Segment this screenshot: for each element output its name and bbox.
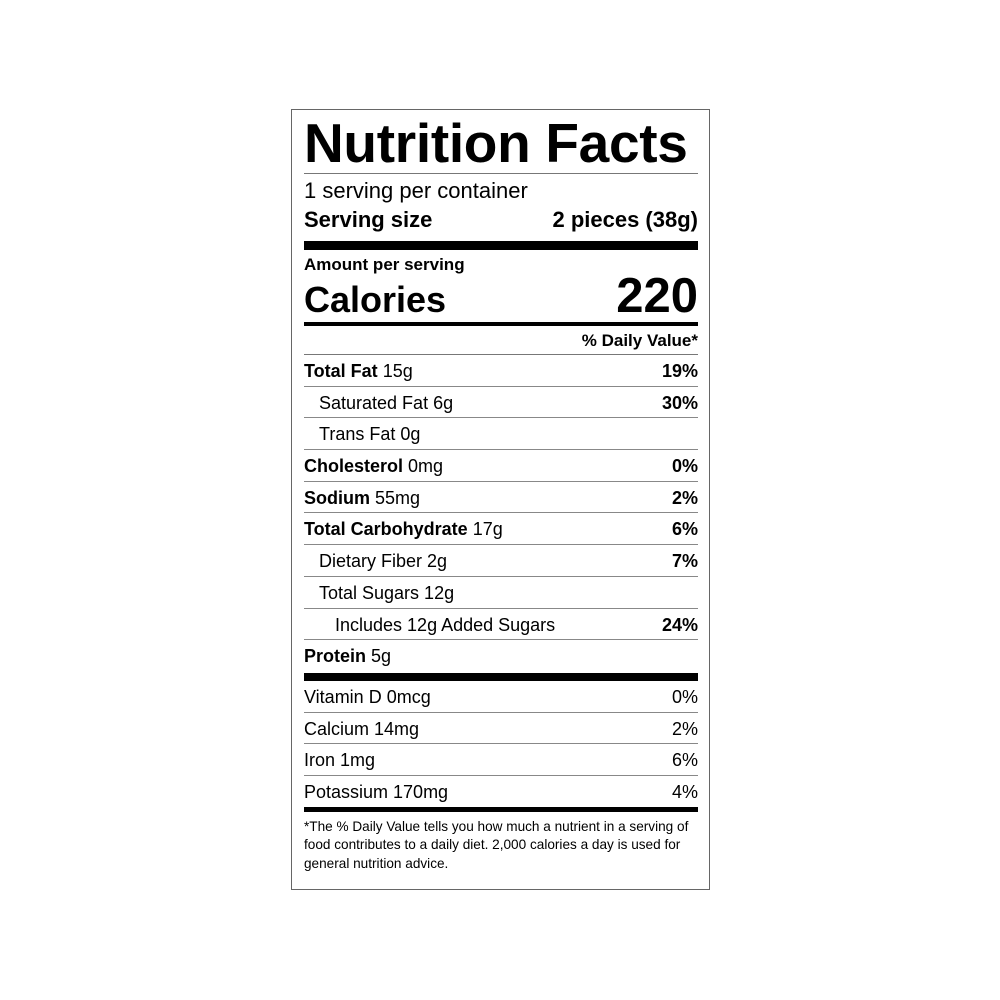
vitamin-dv: 4% — [671, 781, 698, 802]
nutrient-row-added-sugars: Includes 12g Added Sugars 24% — [304, 609, 698, 641]
nutrient-amount: 17g — [472, 519, 503, 540]
nutrient-dv: 19% — [661, 361, 698, 381]
calories-value: 220 — [616, 269, 698, 323]
nutrient-row-saturated-fat: Saturated Fat 6g 30% — [304, 387, 698, 419]
nutrient-name: Sodium — [304, 487, 370, 508]
nutrient-dv: 2% — [671, 487, 698, 508]
nutrient-dv: 24% — [661, 614, 698, 635]
vitamin-dv: 6% — [671, 750, 698, 771]
nutrient-row-trans-fat: Trans Fat 0g — [304, 418, 698, 451]
nutrient-name: Includes 12g Added Sugars — [335, 614, 556, 635]
nutrient-row-cholesterol: Cholesterol 0mg 0% — [304, 450, 698, 482]
medium-divider — [304, 806, 698, 812]
calories-label: Calories — [304, 279, 447, 320]
servings-per-container: 1 serving per container — [304, 178, 528, 203]
vitamin-dv: 2% — [671, 718, 698, 739]
vitamin-name: Potassium 170mg — [304, 781, 449, 802]
vitamin-name: Iron 1mg — [304, 750, 376, 771]
nutrient-name: Dietary Fiber 2g — [319, 551, 448, 572]
vitamin-name: Vitamin D 0mcg — [304, 686, 431, 707]
vitamin-row-vitamin-d: Vitamin D 0mcg 0% — [304, 681, 698, 713]
serving-size-value: 2 pieces (38g) — [552, 207, 698, 232]
daily-value-header: % Daily Value* — [304, 326, 698, 355]
vitamin-row-calcium: Calcium 14mg 2% — [304, 713, 698, 745]
nutrient-amount: 5g — [371, 646, 392, 667]
nutrient-row-total-sugars: Total Sugars 12g — [304, 577, 698, 609]
calories-row: Calories 220 — [304, 269, 698, 323]
nutrient-row-total-fat: Total Fat 15g 19% — [304, 355, 698, 387]
nutrient-row-dietary-fiber: Dietary Fiber 2g 7% — [304, 545, 698, 577]
nutrient-dv: 0% — [671, 456, 698, 477]
nutrient-dv: 30% — [661, 392, 698, 413]
nutrient-amount: 0mg — [408, 456, 444, 477]
nutrient-name: Cholesterol — [304, 456, 404, 477]
footnote: *The % Daily Value tells you how much a … — [304, 818, 689, 871]
nutrient-name: Total Fat — [304, 361, 378, 381]
amount-per-serving: Amount per serving — [304, 255, 465, 274]
nutrient-amount: 55mg — [375, 487, 421, 508]
medium-divider — [304, 322, 698, 326]
nutrient-row-protein: Protein 5g — [304, 640, 698, 671]
nutrient-name: Total Sugars 12g — [319, 582, 455, 603]
nutrient-dv: 6% — [671, 519, 698, 540]
nutrition-facts-label: Nutrition Facts 1 serving per container … — [291, 109, 710, 890]
serving-size-label: Serving size — [304, 207, 433, 232]
nutrient-row-total-carbohydrate: Total Carbohydrate 17g 6% — [304, 513, 698, 546]
label-title: Nutrition Facts — [304, 112, 688, 174]
nutrient-name: Trans Fat 0g — [319, 424, 421, 445]
thick-divider — [304, 672, 698, 681]
vitamin-row-potassium: Potassium 170mg 4% — [304, 776, 698, 807]
nutrient-amount: 15g — [382, 361, 413, 381]
nutrient-row-sodium: Sodium 55mg 2% — [304, 482, 698, 514]
vitamin-dv: 0% — [671, 686, 698, 707]
nutrient-name: Total Carbohydrate — [304, 519, 468, 540]
nutrient-dv: 7% — [671, 551, 698, 572]
divider — [304, 173, 698, 174]
vitamin-row-iron: Iron 1mg 6% — [304, 744, 698, 776]
serving-size-row: Serving size 2 pieces (38g) — [304, 205, 698, 238]
nutrient-name: Saturated Fat 6g — [319, 392, 454, 413]
thick-divider — [304, 241, 698, 250]
nutrient-name: Protein — [304, 646, 367, 667]
vitamin-name: Calcium 14mg — [304, 718, 420, 739]
